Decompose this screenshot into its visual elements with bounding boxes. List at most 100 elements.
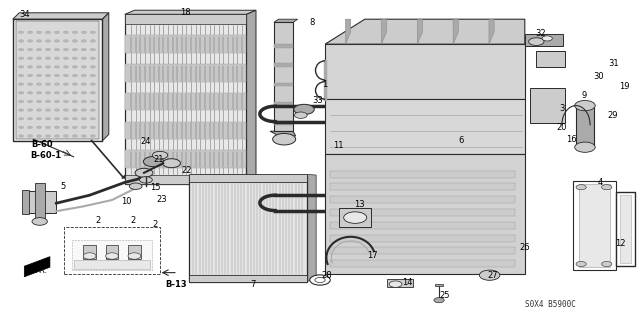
Text: 32: 32 <box>536 29 546 38</box>
Bar <box>189 176 307 282</box>
Circle shape <box>19 109 24 111</box>
Circle shape <box>28 109 33 111</box>
Bar <box>579 184 610 267</box>
Polygon shape <box>489 19 494 44</box>
Bar <box>16 21 99 139</box>
Text: S0X4 B5900C: S0X4 B5900C <box>525 300 575 309</box>
Circle shape <box>143 156 164 167</box>
Circle shape <box>81 135 86 137</box>
Circle shape <box>54 83 60 85</box>
Circle shape <box>54 135 60 137</box>
Circle shape <box>294 112 307 118</box>
Circle shape <box>36 92 42 94</box>
Circle shape <box>36 83 42 85</box>
Text: 21: 21 <box>154 156 164 164</box>
Bar <box>74 260 150 269</box>
Circle shape <box>19 31 24 34</box>
Text: 25: 25 <box>440 292 450 300</box>
Bar <box>274 44 293 48</box>
Circle shape <box>575 100 595 111</box>
Polygon shape <box>102 13 109 141</box>
Bar <box>125 93 246 110</box>
Circle shape <box>63 31 68 34</box>
Bar <box>573 181 616 270</box>
Text: 31: 31 <box>608 60 618 68</box>
Circle shape <box>36 31 42 34</box>
Circle shape <box>294 104 314 115</box>
Circle shape <box>19 40 24 42</box>
Polygon shape <box>246 10 256 184</box>
Polygon shape <box>125 10 256 14</box>
Circle shape <box>140 177 152 183</box>
Circle shape <box>45 83 51 85</box>
Circle shape <box>36 66 42 68</box>
Text: 9: 9 <box>581 92 586 100</box>
Text: 2: 2 <box>131 216 136 225</box>
Text: 12: 12 <box>616 239 626 248</box>
Circle shape <box>28 66 33 68</box>
Circle shape <box>54 66 60 68</box>
Text: 26: 26 <box>520 244 530 252</box>
Circle shape <box>63 109 68 111</box>
Bar <box>330 209 515 216</box>
Circle shape <box>90 126 95 129</box>
Circle shape <box>81 126 86 129</box>
Circle shape <box>344 212 367 223</box>
Circle shape <box>19 66 24 68</box>
Circle shape <box>81 66 86 68</box>
Circle shape <box>72 92 77 94</box>
Bar <box>274 83 293 86</box>
Circle shape <box>36 100 42 103</box>
Circle shape <box>54 92 60 94</box>
Circle shape <box>45 126 51 129</box>
Bar <box>530 88 565 123</box>
Circle shape <box>45 40 51 42</box>
Text: 6: 6 <box>458 136 463 145</box>
Text: 16: 16 <box>566 135 577 144</box>
Circle shape <box>28 135 33 137</box>
Circle shape <box>63 117 68 120</box>
Polygon shape <box>325 19 525 44</box>
Circle shape <box>434 298 444 303</box>
Circle shape <box>54 57 60 60</box>
Circle shape <box>602 261 612 267</box>
Circle shape <box>129 183 142 189</box>
Polygon shape <box>381 19 387 44</box>
Bar <box>72 240 152 270</box>
Polygon shape <box>13 13 109 19</box>
Text: FR.: FR. <box>34 266 47 275</box>
Circle shape <box>63 48 68 51</box>
Circle shape <box>542 36 552 41</box>
Bar <box>620 195 631 263</box>
Bar <box>83 245 96 259</box>
Text: 20: 20 <box>557 124 567 132</box>
Circle shape <box>19 126 24 129</box>
Circle shape <box>63 83 68 85</box>
Text: 7: 7 <box>250 280 255 289</box>
Text: B-13: B-13 <box>165 280 187 289</box>
Bar <box>125 175 246 184</box>
Bar <box>125 14 246 24</box>
Bar <box>330 247 515 254</box>
Text: 1: 1 <box>323 80 328 89</box>
Circle shape <box>63 57 68 60</box>
Circle shape <box>19 83 24 85</box>
Circle shape <box>54 117 60 120</box>
Circle shape <box>81 109 86 111</box>
Circle shape <box>479 270 500 280</box>
Circle shape <box>45 74 51 77</box>
Bar <box>525 34 563 46</box>
Circle shape <box>81 57 86 60</box>
Bar <box>536 51 565 67</box>
Circle shape <box>81 74 86 77</box>
Text: 29: 29 <box>608 111 618 120</box>
Circle shape <box>72 40 77 42</box>
Circle shape <box>36 57 42 60</box>
Circle shape <box>90 74 95 77</box>
Polygon shape <box>307 174 316 282</box>
Circle shape <box>54 48 60 51</box>
Bar <box>13 19 102 141</box>
Circle shape <box>106 253 118 259</box>
Polygon shape <box>122 174 130 178</box>
Bar <box>35 183 45 221</box>
